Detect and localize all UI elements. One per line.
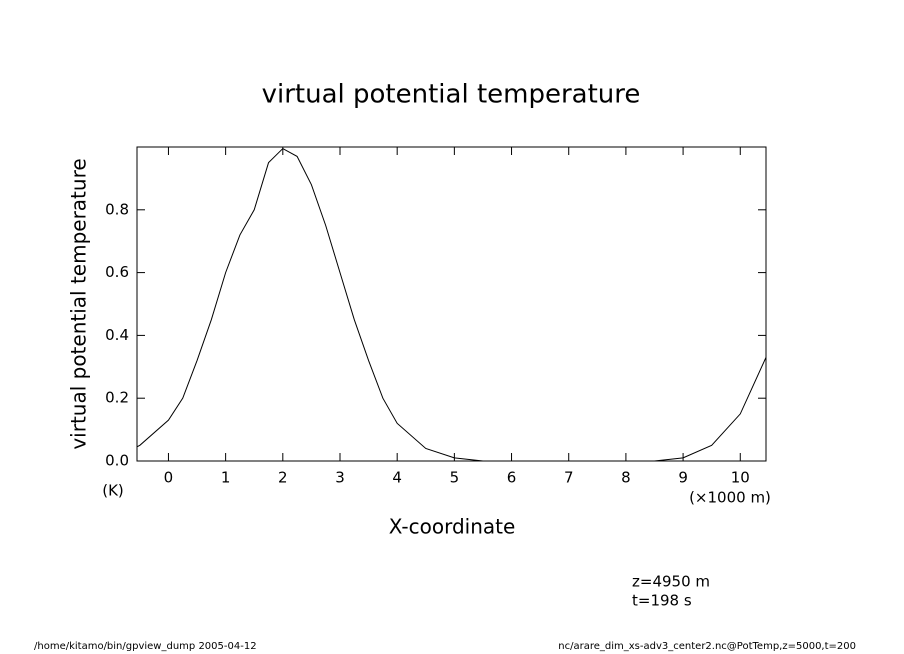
x-tick-label: 1 — [221, 469, 231, 487]
y-tick-label: 0.6 — [105, 263, 129, 281]
x-tick-label: 4 — [392, 469, 402, 487]
x-axis-label: X-coordinate — [389, 515, 516, 539]
chart-title: virtual potential temperature — [262, 80, 641, 110]
y-axis-label: virtual potential temperature — [67, 158, 91, 449]
y-tick-label: 0.8 — [105, 200, 129, 218]
x-tick-label: 9 — [678, 469, 688, 487]
plot-frame — [136, 146, 767, 462]
x-tick-label: 5 — [450, 469, 460, 487]
x-unit: (×1000 m) — [689, 489, 771, 507]
footer: nc/arare_dim_xs-adv3_center2.nc@PotTemp,… — [558, 641, 856, 652]
y-unit: (K) — [102, 482, 124, 500]
x-tick-label: 7 — [564, 469, 574, 487]
y-tick-label: 0.4 — [105, 326, 129, 344]
x-tick-label: 3 — [335, 469, 345, 487]
x-tick-label: 2 — [278, 469, 288, 487]
x-tick-label: 0 — [164, 469, 174, 487]
annotation: t=198 s — [632, 592, 692, 610]
x-tick-label: 6 — [507, 469, 517, 487]
footer: /home/kitamo/bin/gpview_dump 2005-04-12 — [34, 641, 257, 652]
y-tick-label: 0.2 — [105, 389, 129, 407]
x-tick-label: 8 — [621, 469, 631, 487]
y-tick-label: 0.0 — [105, 452, 129, 470]
x-tick-label: 10 — [731, 469, 750, 487]
annotation: z=4950 m — [632, 573, 710, 591]
line — [136, 147, 767, 462]
